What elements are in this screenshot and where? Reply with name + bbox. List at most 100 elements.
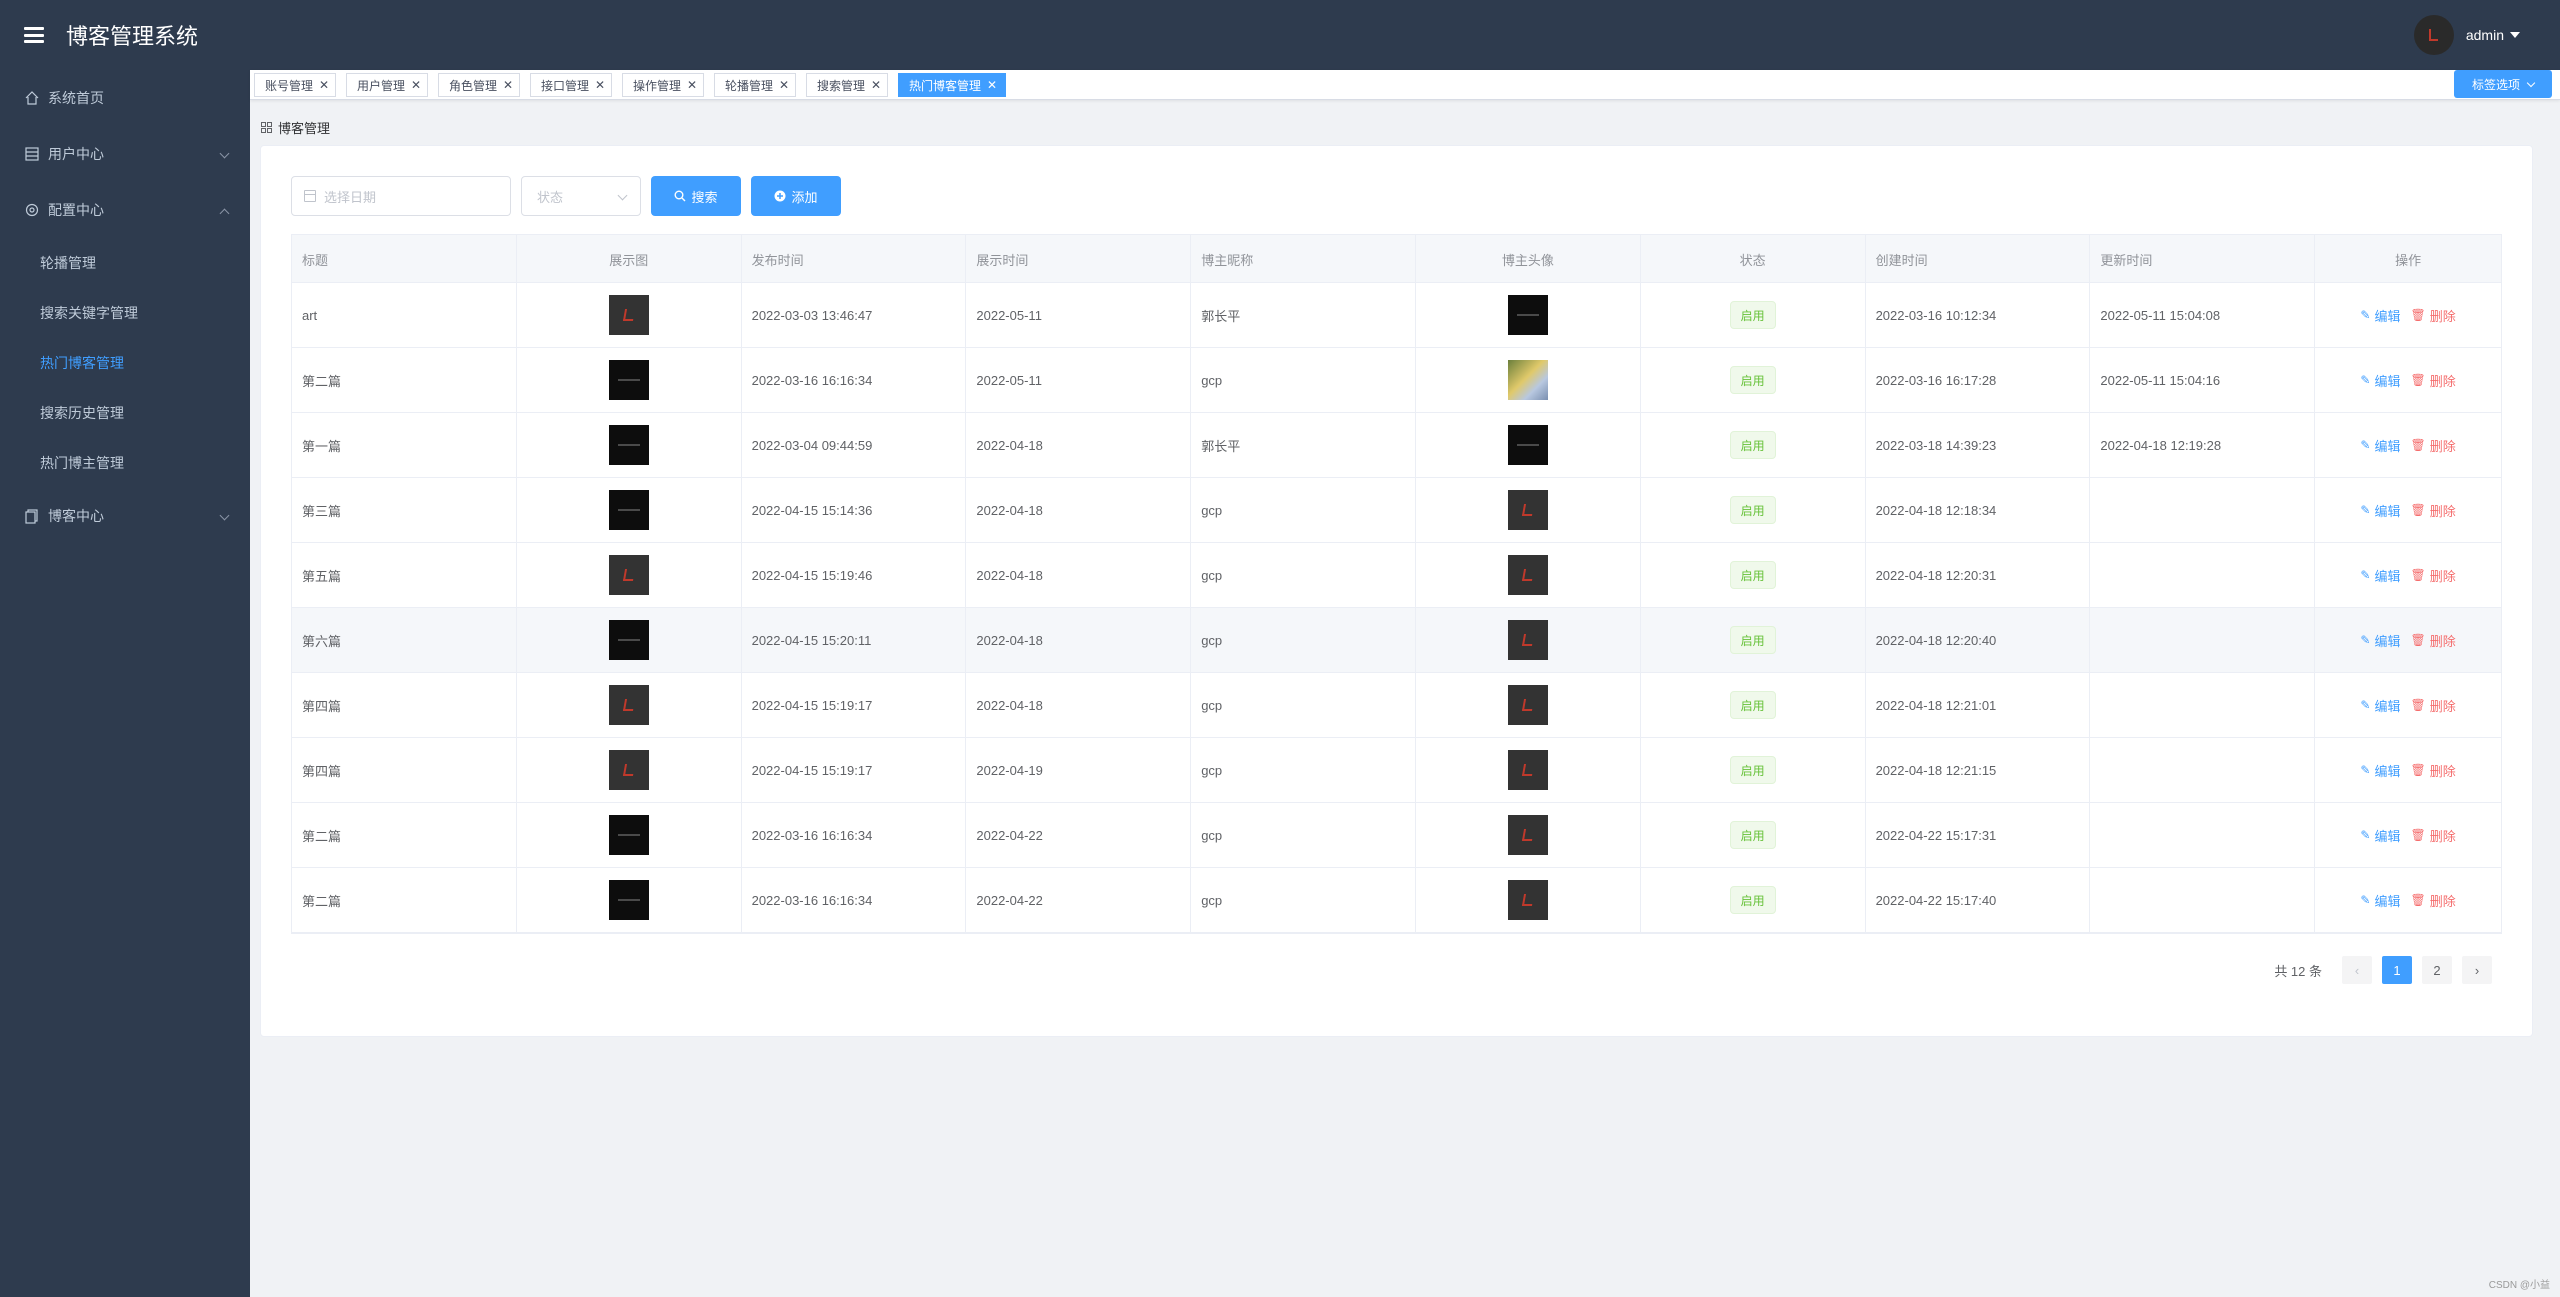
close-icon[interactable]: ✕ <box>503 78 514 92</box>
table-row: art 2022-03-03 13:46:47 2022-05-11 郭长平 启用 202… <box>292 283 2501 348</box>
sidebar-item-hot-blogs[interactable]: 热门博客管理 <box>40 355 124 371</box>
edit-button[interactable]: ✎ 编辑 <box>2360 436 2400 455</box>
add-button[interactable]: 添加 <box>751 176 841 216</box>
sidebar-item-home[interactable]: 系统首页 <box>0 70 250 126</box>
edit-button[interactable]: ✎ 编辑 <box>2360 566 2400 585</box>
author-avatar-image <box>1507 490 1548 530</box>
sidebar-item-user-center[interactable]: 用户中心 <box>0 126 250 182</box>
edit-button[interactable]: ✎ 编辑 <box>2360 891 2400 910</box>
delete-button[interactable]: 🗑 删除 <box>2411 436 2456 455</box>
user-avatar[interactable] <box>2413 15 2454 55</box>
menu-toggle-icon[interactable] <box>24 27 44 43</box>
cell-display-time: 2022-05-11 <box>966 348 1192 412</box>
delete-button[interactable]: 🗑 删除 <box>2411 891 2456 910</box>
delete-button[interactable]: 🗑 删除 <box>2411 631 2456 650</box>
delete-button[interactable]: 🗑 删除 <box>2411 566 2456 585</box>
delete-button[interactable]: 🗑 删除 <box>2411 306 2456 325</box>
date-placeholder: 选择日期 <box>324 189 377 205</box>
tab-api[interactable]: 接口管理 ✕ <box>530 73 612 97</box>
close-icon[interactable]: ✕ <box>319 78 330 92</box>
edit-label: 编辑 <box>2374 373 2401 389</box>
page-button-2[interactable]: 2 <box>2422 956 2452 984</box>
cell-cover <box>517 478 742 542</box>
delete-label: 删除 <box>2429 893 2456 909</box>
tab-search[interactable]: 搜索管理 ✕ <box>806 73 888 97</box>
cell-cover <box>517 868 742 932</box>
edit-button[interactable]: ✎ 编辑 <box>2360 826 2400 845</box>
delete-button[interactable]: 🗑 删除 <box>2411 501 2456 520</box>
edit-label: 编辑 <box>2374 438 2401 454</box>
cover-image <box>608 555 649 595</box>
sidebar-item-carousel[interactable]: 轮播管理 <box>40 255 96 271</box>
cell-author-avatar <box>1416 543 1641 607</box>
close-icon[interactable]: ✕ <box>411 78 422 92</box>
delete-button[interactable]: 🗑 删除 <box>2411 761 2456 780</box>
edit-icon: ✎ <box>2360 568 2371 582</box>
close-icon[interactable]: ✕ <box>687 78 698 92</box>
sidebar-item-hot-bloggers[interactable]: 热门博主管理 <box>40 455 124 471</box>
edit-button[interactable]: ✎ 编辑 <box>2360 631 2400 650</box>
next-page-button[interactable]: › <box>2462 956 2492 984</box>
page-button-1[interactable]: 1 <box>2382 956 2412 984</box>
column-header: 标题 <box>292 235 517 283</box>
tab-label: 用户管理 <box>357 78 406 93</box>
cell-cover <box>517 738 742 802</box>
cell-author-avatar <box>1416 608 1641 672</box>
table-header: 标题 展示图 发布时间 展示时间 博主昵称 博主头像 状态 创建时间 更新时间 … <box>292 235 2501 283</box>
delete-button[interactable]: 🗑 删除 <box>2411 826 2456 845</box>
delete-label: 删除 <box>2429 373 2456 389</box>
cell-publish-time: 2022-04-15 15:19:17 <box>742 738 967 802</box>
tab-carousel[interactable]: 轮播管理 ✕ <box>714 73 796 97</box>
status-select[interactable]: 状态 <box>521 176 641 216</box>
cell-display-time: 2022-04-18 <box>966 478 1192 542</box>
author-avatar-image <box>1507 360 1548 400</box>
trash-icon: 🗑 <box>2410 763 2426 777</box>
column-header: 发布时间 <box>742 235 967 283</box>
user-name[interactable]: admin <box>2465 27 2504 43</box>
table-row: 第四篇 2022-04-15 15:19:17 2022-04-19 gcp 启用 202… <box>292 738 2501 803</box>
cell-publish-time: 2022-04-15 15:14:36 <box>742 478 967 542</box>
author-avatar-image <box>1507 295 1548 335</box>
caret-down-icon[interactable] <box>2510 32 2520 38</box>
tab-account[interactable]: 账号管理 ✕ <box>254 73 336 97</box>
sidebar-item-label: 系统首页 <box>48 90 104 106</box>
edit-button[interactable]: ✎ 编辑 <box>2360 501 2400 520</box>
tab-options-dropdown[interactable]: 标签选项 <box>2454 70 2552 98</box>
sidebar-item-blog-center[interactable]: 博客中心 <box>0 488 250 544</box>
cell-updated-time <box>2090 543 2316 607</box>
tab-role[interactable]: 角色管理 ✕ <box>438 73 520 97</box>
cell-author: gcp <box>1191 803 1416 867</box>
cell-created-time: 2022-03-18 14:39:23 <box>1866 413 2091 477</box>
prev-page-button[interactable]: ‹ <box>2342 956 2372 984</box>
calendar-icon <box>304 190 316 202</box>
cell-created-time: 2022-04-18 12:20:31 <box>1866 543 2091 607</box>
top-header: 博客管理系统 admin <box>0 0 2560 70</box>
author-avatar-image <box>1507 685 1548 725</box>
tab-operation[interactable]: 操作管理 ✕ <box>622 73 704 97</box>
cell-status: 启用 <box>1641 348 1866 412</box>
close-icon[interactable]: ✕ <box>871 78 882 92</box>
cell-actions: ✎ 编辑 🗑 删除 <box>2315 478 2501 542</box>
edit-button[interactable]: ✎ 编辑 <box>2360 761 2400 780</box>
sidebar-item-search-history[interactable]: 搜索历史管理 <box>40 405 124 421</box>
close-icon[interactable]: ✕ <box>987 78 998 92</box>
delete-label: 删除 <box>2429 568 2456 584</box>
delete-button[interactable]: 🗑 删除 <box>2411 696 2456 715</box>
delete-button[interactable]: 🗑 删除 <box>2411 371 2456 390</box>
edit-label: 编辑 <box>2374 828 2401 844</box>
sidebar-item-config-center[interactable]: 配置中心 <box>0 182 250 238</box>
edit-button[interactable]: ✎ 编辑 <box>2360 696 2400 715</box>
user-menu[interactable]: admin <box>2413 15 2520 55</box>
column-header: 创建时间 <box>1866 235 2091 283</box>
tab-user[interactable]: 用户管理 ✕ <box>346 73 428 97</box>
edit-label: 编辑 <box>2374 503 2401 519</box>
tab-hot-blogs[interactable]: 热门博客管理 ✕ <box>898 73 1006 97</box>
search-button[interactable]: 搜索 <box>651 176 741 216</box>
cell-title: 第一篇 <box>292 413 517 477</box>
close-icon[interactable]: ✕ <box>595 78 606 92</box>
close-icon[interactable]: ✕ <box>779 78 790 92</box>
sidebar-item-search-keywords[interactable]: 搜索关键字管理 <box>40 305 138 321</box>
date-picker-input[interactable]: 选择日期 <box>291 176 511 216</box>
edit-button[interactable]: ✎ 编辑 <box>2360 306 2400 325</box>
edit-button[interactable]: ✎ 编辑 <box>2360 371 2400 390</box>
